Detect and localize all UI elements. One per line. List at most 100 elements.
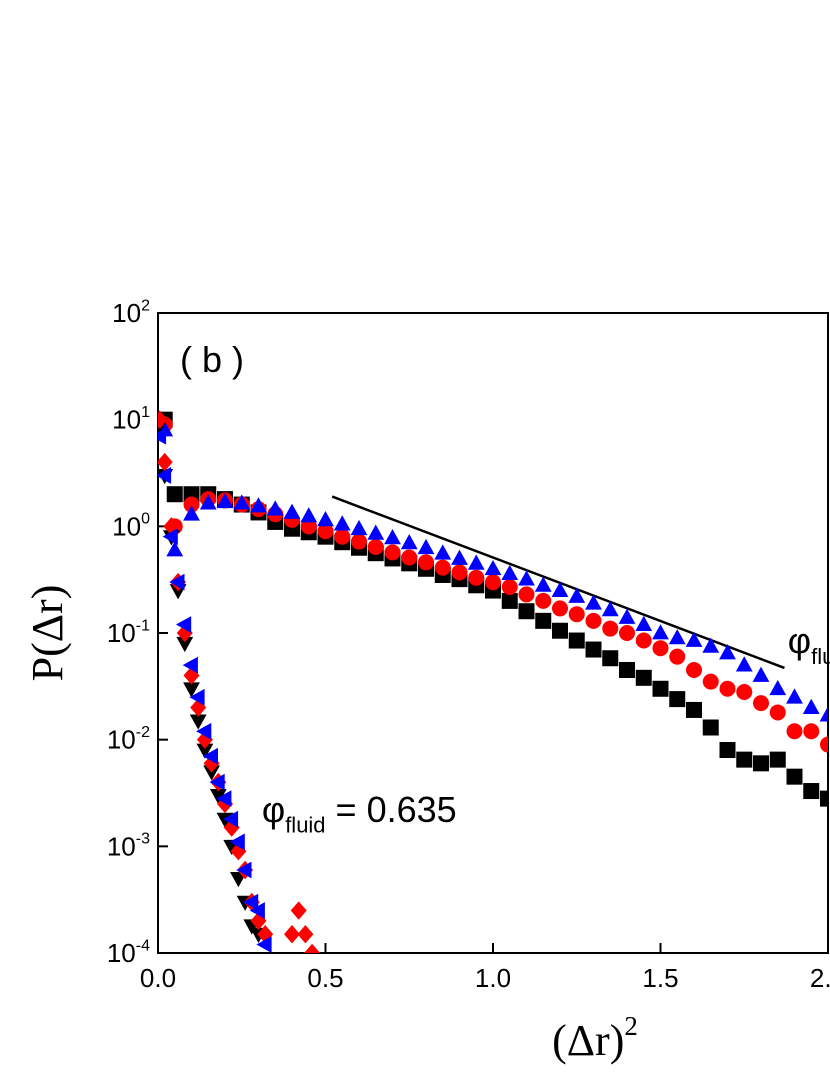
data-point [467, 554, 485, 570]
text-segment: 10 [112, 298, 141, 328]
text-segment: 2 [141, 297, 150, 314]
data-point [176, 636, 194, 653]
text-segment: φ [788, 620, 811, 661]
data-point [618, 608, 636, 624]
text-segment: = 0.635 [326, 789, 457, 830]
data-point [401, 549, 418, 566]
data-point [686, 661, 702, 678]
data-point [769, 679, 787, 696]
data-point [568, 606, 585, 623]
data-point [468, 569, 485, 586]
data-point [802, 698, 820, 714]
data-point [518, 603, 535, 620]
data-point [552, 600, 568, 617]
data-point [451, 564, 468, 581]
data-point [199, 494, 217, 510]
data-point [196, 730, 213, 749]
text-segment: ( b ) [180, 339, 244, 380]
annotation: φflu [788, 620, 830, 669]
data-point [304, 943, 321, 953]
data-point [158, 467, 172, 484]
data-point [568, 587, 586, 603]
data-point [417, 538, 435, 555]
text-segment: φ [262, 789, 285, 830]
data-point [635, 632, 652, 649]
data-point [183, 666, 200, 685]
text-segment: 1 [141, 404, 150, 421]
y-tick-label: 10-3 [107, 831, 150, 862]
data-point [685, 631, 703, 647]
data-point [585, 594, 602, 610]
data-point [333, 515, 351, 531]
data-point [400, 534, 418, 550]
data-point [753, 695, 769, 712]
data-point [169, 573, 185, 591]
data-point [162, 528, 178, 546]
data-point [350, 519, 368, 536]
data-point [619, 661, 635, 678]
data-point [203, 765, 220, 781]
data-point [216, 492, 234, 509]
data-point [736, 751, 753, 768]
data-point [367, 539, 384, 556]
data-point [585, 641, 602, 658]
data-point [166, 541, 184, 557]
data-point [635, 669, 652, 686]
data-point [283, 503, 301, 519]
y-tick-label: 101 [112, 404, 150, 435]
y-tick-label: 102 [112, 297, 150, 328]
data-point [183, 496, 200, 513]
data-point [535, 592, 552, 609]
data-point [669, 648, 686, 665]
data-point [601, 601, 619, 617]
text-segment: -4 [136, 937, 150, 954]
data-point [384, 529, 401, 545]
text-segment: 10 [107, 831, 136, 861]
text-segment: 0 [141, 511, 150, 528]
data-point [183, 682, 200, 698]
data-point [585, 612, 602, 629]
data-point [820, 790, 828, 807]
data-point [250, 497, 267, 513]
text-segment: 10 [112, 405, 141, 435]
data-point [753, 755, 769, 772]
annotation: φfluid = 0.635 [262, 789, 457, 838]
data-point [652, 680, 669, 697]
y-tick-label: 100 [112, 511, 150, 542]
data-point [196, 722, 212, 740]
data-point [752, 666, 770, 682]
data-point [668, 629, 686, 645]
data-point [551, 581, 569, 597]
data-point [568, 632, 585, 649]
data-point [351, 533, 367, 550]
data-point [256, 936, 272, 953]
data-point [484, 559, 502, 576]
data-point [163, 517, 180, 536]
y-tick-label: 10-1 [107, 617, 150, 648]
data-point [518, 570, 535, 586]
guide-line [331, 495, 785, 670]
data-point [367, 524, 385, 540]
data-point [719, 742, 736, 759]
data-point [300, 507, 318, 523]
data-point [434, 544, 452, 560]
data-point [820, 736, 828, 753]
data-point [249, 902, 265, 919]
data-point [217, 794, 233, 814]
data-point [284, 925, 300, 944]
x-axis-title: (Δr)2 [552, 1011, 638, 1065]
data-point [190, 698, 207, 717]
data-point [166, 486, 183, 503]
data-point [769, 704, 786, 721]
data-point [266, 500, 284, 516]
data-point [229, 833, 245, 851]
data-point [669, 691, 686, 708]
data-point [719, 680, 736, 697]
data-point [719, 644, 736, 660]
data-point [786, 768, 803, 785]
text-segment: (Δr) [552, 1016, 624, 1065]
data-point [702, 719, 719, 736]
data-point [451, 549, 468, 565]
data-point [189, 688, 205, 706]
